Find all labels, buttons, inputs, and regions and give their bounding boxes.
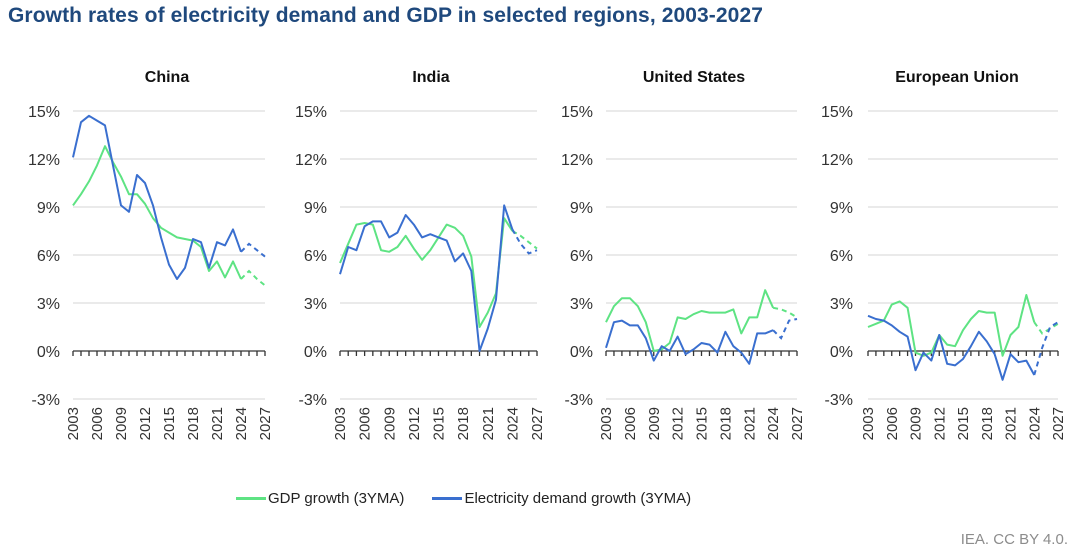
y-tick-label-united-states: 3% — [570, 296, 593, 313]
x-tick-label-india: 2024 — [504, 407, 521, 440]
legend: GDP growth (3YMA) Electricity demand gro… — [236, 490, 719, 507]
y-tick-label-china: -3% — [32, 392, 60, 409]
legend-swatch-electricity — [432, 497, 463, 500]
legend-swatch-gdp — [236, 497, 266, 500]
x-tick-label-european-union: 2027 — [1050, 407, 1067, 440]
y-tick-label-united-states: 6% — [570, 248, 593, 265]
legend-item-electricity: Electricity demand growth (3YMA) — [432, 490, 691, 507]
x-tick-label-china: 2024 — [233, 407, 250, 440]
series-forecast-gdp-china — [240, 269, 266, 287]
y-tick-label-european-union: 0% — [830, 344, 853, 361]
x-tick-label-china: 2027 — [257, 407, 274, 440]
series-forecast-gdp-india — [511, 230, 538, 250]
x-tick-label-united-states: 2027 — [789, 407, 806, 440]
y-tick-label-china: 3% — [37, 296, 60, 313]
x-tick-label-china: 2003 — [65, 407, 82, 440]
panel-title-china: China — [145, 69, 190, 86]
series-line-electricity-united-states — [605, 319, 774, 365]
source-credit: IEA. CC BY 4.0. — [960, 531, 1068, 548]
x-tick-label-china: 2009 — [113, 407, 130, 440]
series-forecast-gdp-european-union — [1033, 321, 1059, 335]
x-tick-label-united-states: 2018 — [717, 407, 734, 440]
x-tick-label-european-union: 2006 — [884, 407, 901, 440]
y-tick-label-china: 6% — [37, 248, 60, 265]
series-line-electricity-china — [72, 114, 242, 280]
x-tick-label-united-states: 2015 — [694, 407, 711, 440]
series-line-electricity-india — [339, 204, 514, 352]
y-tick-label-european-union: 15% — [821, 104, 853, 121]
x-tick-label-united-states: 2003 — [598, 407, 615, 440]
y-tick-label-china: 9% — [37, 200, 60, 217]
y-tick-label-united-states: 15% — [561, 104, 593, 121]
legend-label-electricity: Electricity demand growth (3YMA) — [464, 490, 692, 507]
panel-title-european-union: European Union — [895, 69, 1019, 86]
x-tick-label-china: 2018 — [185, 407, 202, 440]
x-tick-label-india: 2006 — [357, 407, 374, 440]
x-tick-label-india: 2015 — [431, 407, 448, 440]
y-tick-label-united-states: -3% — [565, 392, 593, 409]
y-tick-label-india: 3% — [304, 296, 327, 313]
y-tick-label-india: 12% — [295, 152, 327, 169]
series-forecast-electricity-india — [511, 228, 538, 255]
legend-label-gdp: GDP growth (3YMA) — [268, 490, 405, 507]
chart-title: Growth rates of electricity demand and G… — [8, 4, 764, 27]
y-tick-label-european-union: 3% — [830, 296, 853, 313]
series-line-gdp-european-union — [867, 294, 1036, 357]
y-tick-label-india: 15% — [295, 104, 327, 121]
series-forecast-gdp-united-states — [772, 306, 798, 319]
panel-title-united-states: United States — [643, 69, 745, 86]
x-tick-label-european-union: 2018 — [979, 407, 996, 440]
series-line-gdp-india — [339, 217, 514, 328]
x-tick-label-united-states: 2024 — [765, 407, 782, 440]
series-line-gdp-united-states — [605, 289, 775, 352]
y-tick-label-china: 0% — [37, 344, 60, 361]
x-tick-label-european-union: 2024 — [1026, 407, 1043, 440]
x-tick-label-china: 2012 — [137, 407, 154, 440]
x-tick-label-india: 2003 — [332, 407, 349, 440]
series-forecast-electricity-european-union — [1033, 321, 1059, 376]
y-tick-label-united-states: 9% — [570, 200, 593, 217]
x-tick-label-united-states: 2021 — [741, 407, 758, 440]
x-tick-label-china: 2021 — [209, 407, 226, 440]
x-tick-label-european-union: 2003 — [860, 407, 877, 440]
x-tick-label-united-states: 2009 — [646, 407, 663, 440]
x-tick-label-china: 2006 — [89, 407, 106, 440]
series-line-electricity-european-union — [867, 314, 1036, 381]
x-tick-label-india: 2021 — [480, 407, 497, 440]
series-forecast-electricity-united-states — [772, 318, 798, 340]
y-tick-label-european-union: 12% — [821, 152, 853, 169]
y-tick-label-united-states: 12% — [561, 152, 593, 169]
series-line-gdp-china — [72, 145, 242, 280]
x-tick-label-european-union: 2021 — [1003, 407, 1020, 440]
x-tick-label-united-states: 2006 — [622, 407, 639, 440]
y-tick-label-india: -3% — [299, 392, 327, 409]
y-tick-label-united-states: 0% — [570, 344, 593, 361]
y-tick-label-india: 9% — [304, 200, 327, 217]
x-tick-label-india: 2012 — [406, 407, 423, 440]
x-tick-label-european-union: 2012 — [931, 407, 948, 440]
y-tick-label-european-union: 6% — [830, 248, 853, 265]
y-tick-label-china: 15% — [28, 104, 60, 121]
y-tick-label-european-union: 9% — [830, 200, 853, 217]
panel-title-india: India — [412, 69, 449, 86]
y-tick-label-india: 0% — [304, 344, 327, 361]
x-tick-label-india: 2018 — [455, 407, 472, 440]
x-tick-label-india: 2027 — [529, 407, 546, 440]
y-tick-label-european-union: -3% — [825, 392, 853, 409]
y-tick-label-china: 12% — [28, 152, 60, 169]
x-tick-label-european-union: 2009 — [908, 407, 925, 440]
x-tick-label-united-states: 2012 — [670, 407, 687, 440]
legend-item-gdp: GDP growth (3YMA) — [236, 490, 404, 507]
y-tick-label-india: 6% — [304, 248, 327, 265]
x-tick-label-european-union: 2015 — [955, 407, 972, 440]
x-tick-label-china: 2015 — [161, 407, 178, 440]
x-tick-label-india: 2009 — [381, 407, 398, 440]
